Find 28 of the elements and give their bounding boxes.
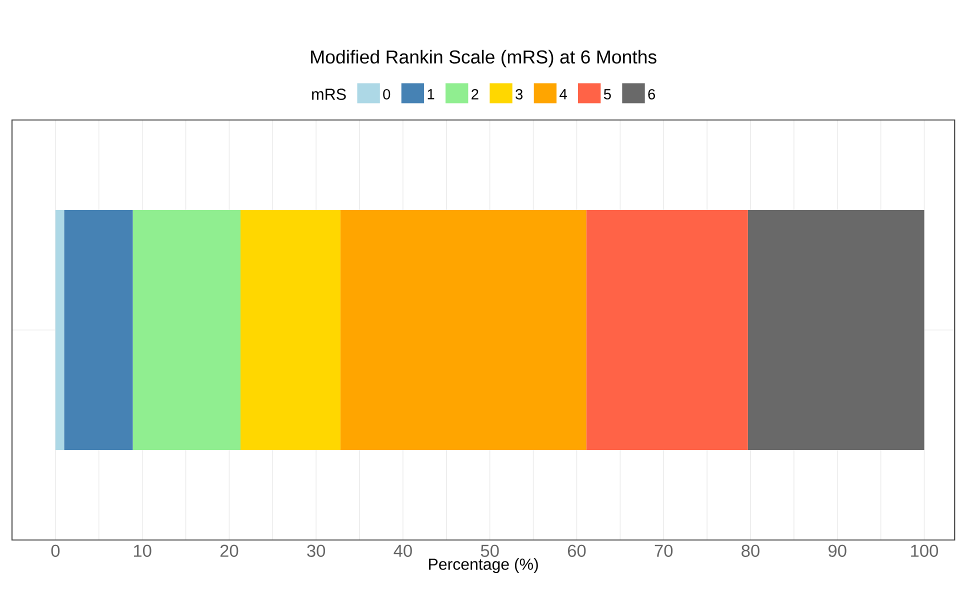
bar	[240, 210, 340, 450]
legend-label: 1	[428, 89, 434, 100]
bar	[132, 210, 241, 450]
legend-label: 4	[560, 89, 567, 100]
x-tick-label: 10	[134, 544, 152, 557]
legend-title: mRS	[312, 88, 346, 100]
x-axis-title: Percentage (%)	[429, 558, 538, 574]
legend-label: 0	[383, 89, 390, 100]
chart-title: Modified Rankin Scale (mRS) at 6 Months	[311, 50, 656, 68]
legend-label: 2	[472, 89, 478, 100]
x-tick-label: 50	[480, 544, 499, 557]
legend-label: 5	[604, 89, 611, 100]
bar	[748, 210, 924, 450]
x-tick-label: 40	[394, 544, 412, 557]
x-tick-label: 60	[568, 544, 586, 557]
x-tick-label: 100	[911, 544, 938, 557]
x-tick-label: 0	[51, 544, 60, 557]
legend-label: 3	[516, 89, 523, 100]
bar	[55, 210, 64, 450]
x-tick-label: 30	[307, 544, 326, 557]
bar	[586, 210, 748, 450]
x-tick-label: 70	[654, 544, 673, 557]
x-tick-label: 20	[220, 544, 238, 557]
bar	[64, 210, 133, 450]
legend-label: 6	[648, 89, 656, 100]
x-tick-label: 90	[828, 544, 846, 557]
x-tick-label: 80	[742, 544, 760, 557]
bar	[340, 210, 586, 450]
